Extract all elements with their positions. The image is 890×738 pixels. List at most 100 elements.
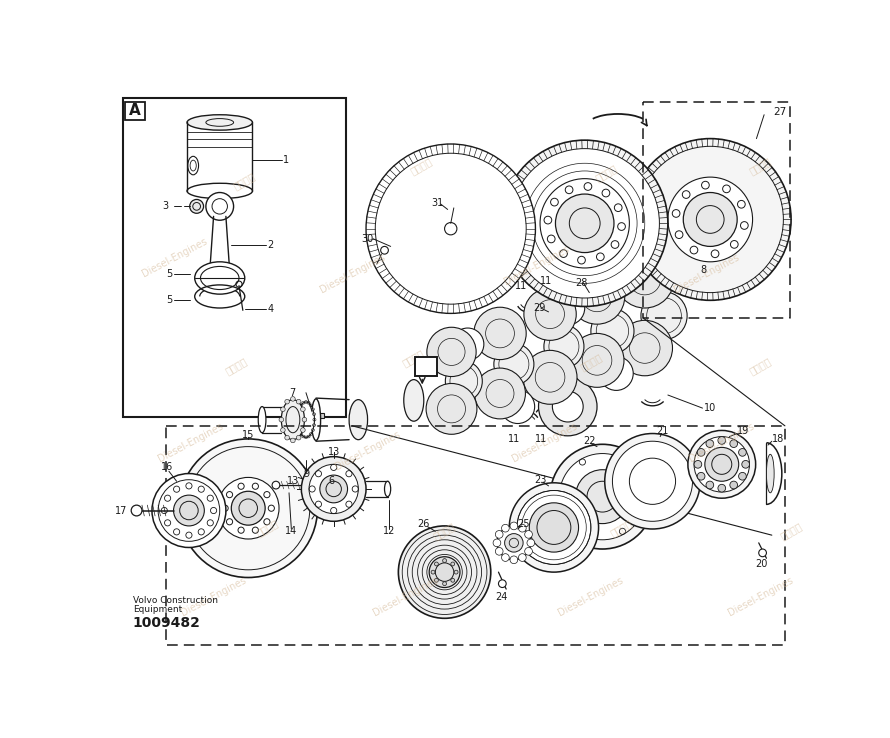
Circle shape <box>576 469 629 523</box>
Circle shape <box>705 447 739 481</box>
Circle shape <box>486 319 514 348</box>
Circle shape <box>697 449 705 456</box>
FancyBboxPatch shape <box>125 102 145 120</box>
Circle shape <box>431 570 435 574</box>
Circle shape <box>502 524 509 532</box>
Circle shape <box>498 580 506 587</box>
Circle shape <box>510 556 518 564</box>
Circle shape <box>442 559 447 562</box>
Circle shape <box>301 428 305 432</box>
Circle shape <box>570 269 625 324</box>
Circle shape <box>629 333 660 363</box>
Circle shape <box>570 334 624 387</box>
Text: 1: 1 <box>283 155 289 165</box>
Text: 紫发动力: 紫发动力 <box>748 356 773 376</box>
FancyBboxPatch shape <box>416 357 437 376</box>
Bar <box>312 413 324 418</box>
Text: 10: 10 <box>704 403 716 413</box>
Circle shape <box>272 481 279 489</box>
Text: 12: 12 <box>383 526 395 537</box>
Circle shape <box>426 384 477 434</box>
Text: 紫发动力: 紫发动力 <box>255 517 280 538</box>
Text: 紫发动力: 紫发动力 <box>779 521 804 542</box>
Circle shape <box>206 193 233 220</box>
Text: 22: 22 <box>583 436 595 446</box>
Circle shape <box>131 505 142 516</box>
Ellipse shape <box>404 379 424 421</box>
Circle shape <box>509 483 599 572</box>
Text: 23: 23 <box>535 475 547 485</box>
Text: 29: 29 <box>533 303 546 313</box>
Text: 紫发动力: 紫发动力 <box>594 163 619 184</box>
Text: Diesel-Engines: Diesel-Engines <box>503 244 571 287</box>
Text: Diesel-Engines: Diesel-Engines <box>179 576 248 618</box>
Ellipse shape <box>766 455 774 493</box>
Text: 紫发动力: 紫发动力 <box>231 170 257 191</box>
Ellipse shape <box>602 308 623 354</box>
Ellipse shape <box>641 292 687 339</box>
Text: 31: 31 <box>432 198 444 207</box>
Text: 紫发动力: 紫发动力 <box>224 356 249 376</box>
Circle shape <box>739 449 747 456</box>
Circle shape <box>739 472 747 480</box>
Circle shape <box>599 356 633 390</box>
Text: Diesel-Engines: Diesel-Engines <box>687 421 756 464</box>
Text: 紫发动力: 紫发动力 <box>409 156 434 176</box>
Circle shape <box>473 307 526 359</box>
Circle shape <box>381 246 388 254</box>
Text: Diesel-Engines: Diesel-Engines <box>318 252 386 294</box>
Circle shape <box>759 549 766 556</box>
Text: A: A <box>421 359 432 373</box>
Circle shape <box>741 461 749 468</box>
Text: 11: 11 <box>540 276 553 286</box>
Circle shape <box>519 554 526 562</box>
Circle shape <box>730 440 738 447</box>
Circle shape <box>434 579 439 582</box>
Text: 1009482: 1009482 <box>133 616 200 630</box>
Text: 14: 14 <box>285 526 297 537</box>
Text: Diesel-Engines: Diesel-Engines <box>156 421 225 464</box>
Circle shape <box>550 444 655 549</box>
Circle shape <box>285 435 289 440</box>
Circle shape <box>501 390 535 424</box>
Text: 13: 13 <box>328 447 340 457</box>
Text: 8: 8 <box>700 264 707 275</box>
Ellipse shape <box>297 402 314 438</box>
Text: 24: 24 <box>496 592 507 601</box>
Text: Diesel-Engines: Diesel-Engines <box>510 421 579 464</box>
Circle shape <box>493 539 501 547</box>
Circle shape <box>524 288 576 340</box>
Circle shape <box>688 430 756 498</box>
Circle shape <box>617 320 673 376</box>
Text: 5: 5 <box>166 294 172 305</box>
Circle shape <box>454 570 458 574</box>
Circle shape <box>429 556 460 587</box>
Text: 15: 15 <box>242 430 255 440</box>
Text: 17: 17 <box>115 506 127 516</box>
Ellipse shape <box>312 399 320 441</box>
Circle shape <box>697 472 705 480</box>
Circle shape <box>296 399 301 404</box>
Circle shape <box>527 539 535 547</box>
Circle shape <box>510 148 659 298</box>
Circle shape <box>718 437 725 444</box>
Circle shape <box>540 179 629 268</box>
Text: 2: 2 <box>268 240 274 250</box>
Ellipse shape <box>195 262 245 294</box>
Circle shape <box>730 481 738 489</box>
Circle shape <box>559 454 645 539</box>
Circle shape <box>474 368 525 419</box>
Circle shape <box>502 140 668 306</box>
Circle shape <box>190 199 204 213</box>
Ellipse shape <box>591 308 634 354</box>
Circle shape <box>290 438 295 443</box>
Circle shape <box>668 177 753 262</box>
Ellipse shape <box>349 400 368 440</box>
Ellipse shape <box>549 331 578 362</box>
Circle shape <box>535 362 565 392</box>
Circle shape <box>538 377 597 436</box>
Circle shape <box>551 291 585 325</box>
Circle shape <box>434 562 439 566</box>
Circle shape <box>174 495 205 526</box>
Circle shape <box>517 491 591 565</box>
